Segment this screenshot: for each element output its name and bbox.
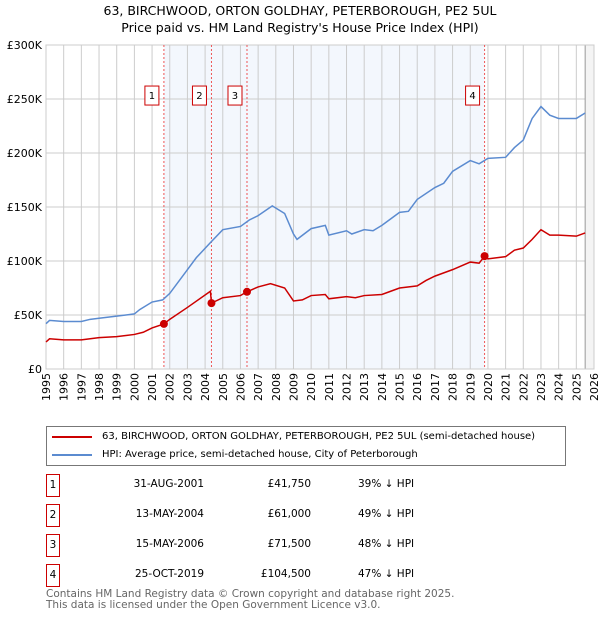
sale-label: 4 [469, 91, 475, 102]
price-chart: 1995 1996 1997 1998 1999 2000 2001 2002 2003 2004… [7, 39, 600, 401]
x-tick-label: 2017 [429, 373, 442, 401]
sale-point [242, 287, 251, 296]
x-tick-label: 1995 [40, 373, 53, 401]
sale-number: 4 [46, 564, 60, 587]
x-tick-label: 1997 [75, 373, 88, 401]
sale-number: 1 [46, 474, 60, 497]
x-tick-label: 2011 [323, 373, 336, 401]
sale-number: 3 [46, 534, 60, 557]
footer-line-1: Contains HM Land Registry data © Crown c… [46, 588, 455, 600]
sale-point [207, 299, 216, 308]
future-hatch-area [584, 44, 595, 370]
x-tick-label: 2016 [411, 373, 424, 401]
y-tick-label: £200K [7, 147, 43, 160]
x-tick-label: 2004 [199, 373, 212, 401]
sale-number: 2 [46, 504, 60, 527]
legend: 63, BIRCHWOOD, ORTON GOLDHAY, PETERBOROU… [46, 426, 566, 466]
y-tick-label: £50K [14, 309, 43, 322]
sale-point [159, 319, 168, 328]
sale-price: £71,500 [267, 538, 311, 550]
series-line [45, 105, 586, 325]
sale-label: 3 [232, 91, 238, 102]
chart-subtitle: Price paid vs. HM Land Registry's House … [121, 20, 479, 35]
plot-frame [45, 44, 595, 370]
x-tick-label: 2000 [128, 373, 141, 401]
chart-title: 63, BIRCHWOOD, ORTON GOLDHAY, PETERBOROU… [103, 3, 497, 18]
legend-property: 63, BIRCHWOOD, ORTON GOLDHAY, PETERBOROU… [102, 431, 536, 442]
sale-hpi-diff: 47% ↓ HPI [358, 568, 415, 580]
x-tick-label: 2013 [358, 373, 371, 401]
sale-price: £41,750 [267, 478, 311, 490]
y-tick-label: £0 [28, 363, 42, 376]
y-tick-label: £100K [7, 255, 43, 268]
sale-date: 31-AUG-2001 [133, 478, 204, 490]
y-tick-label: £300K [7, 39, 43, 52]
sale-label: 2 [196, 91, 202, 102]
x-tick-label: 2023 [535, 373, 548, 401]
sale-date: 25-OCT-2019 [135, 568, 204, 580]
sale-date: 15-MAY-2006 [135, 538, 204, 550]
x-tick-label: 1996 [58, 373, 71, 401]
y-tick-label: £150K [7, 201, 43, 214]
sale-hpi-diff: 48% ↓ HPI [358, 538, 415, 550]
x-tick-label: 2018 [447, 373, 460, 401]
x-tick-label: 1999 [111, 373, 124, 401]
sale-label-box [191, 85, 207, 106]
x-tick-label: 2012 [341, 373, 354, 401]
x-tick-label: 2003 [181, 373, 194, 401]
x-tick-label: 2022 [517, 373, 530, 401]
sale-point [480, 252, 489, 261]
x-tick-label: 2006 [234, 373, 247, 401]
legend-hpi: HPI: Average price, semi-detached house,… [102, 449, 418, 460]
x-tick-label: 1998 [93, 373, 106, 401]
x-tick-label: 2025 [570, 373, 583, 401]
footer-line-2: This data is licensed under the Open Gov… [46, 599, 381, 611]
series-line [45, 228, 586, 343]
x-tick-label: 2001 [146, 373, 159, 401]
legend-swatch-property [52, 435, 92, 438]
x-tick-label: 2026 [588, 373, 600, 401]
x-tick-label: 2010 [305, 373, 318, 401]
x-tick-label: 2019 [464, 373, 477, 401]
x-tick-label: 2008 [270, 373, 283, 401]
x-tick-label: 2002 [164, 373, 177, 401]
sale-label-box [227, 85, 243, 106]
legend-swatch-hpi [52, 453, 92, 456]
sale-hpi-diff: 49% ↓ HPI [358, 508, 415, 520]
x-tick-label: 2024 [553, 373, 566, 401]
sale-label-box [144, 85, 160, 106]
x-tick-label: 2005 [217, 373, 230, 401]
x-tick-label: 2021 [500, 373, 513, 401]
sale-hpi-diff: 39% ↓ HPI [358, 478, 415, 490]
x-tick-label: 2014 [376, 373, 389, 401]
sale-label-box [465, 85, 481, 106]
y-tick-label: £250K [7, 93, 43, 106]
sale-date: 13-MAY-2004 [135, 508, 204, 520]
x-tick-label: 2007 [252, 373, 265, 401]
x-tick-label: 2009 [287, 373, 300, 401]
sale-price: £104,500 [260, 568, 311, 580]
x-tick-label: 2020 [482, 373, 495, 401]
sale-label: 1 [149, 91, 155, 102]
sale-price: £61,000 [267, 508, 311, 520]
x-tick-label: 2015 [394, 373, 407, 401]
footer: Contains HM Land Registry data © Crown c… [46, 589, 454, 611]
